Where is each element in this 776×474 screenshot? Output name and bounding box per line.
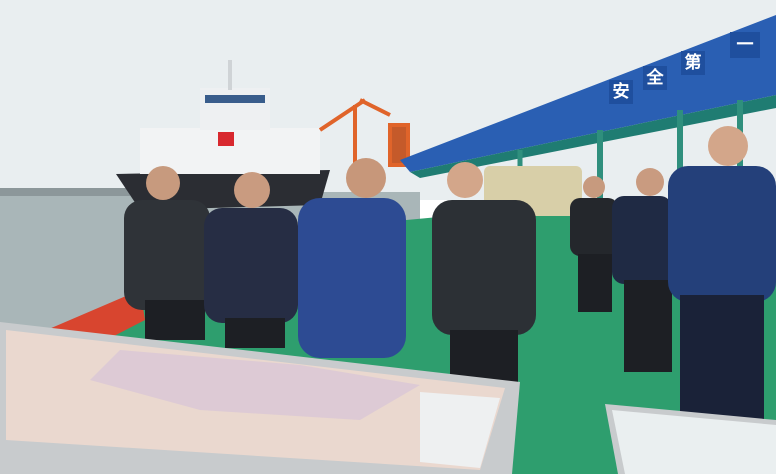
person: [298, 158, 406, 358]
person: [124, 166, 210, 340]
sign-group: 安 全 第 一: [609, 32, 760, 104]
person: [570, 176, 618, 312]
sign-plate: [681, 51, 705, 75]
sign-character: 第: [685, 52, 702, 73]
sign-plate: [643, 66, 667, 90]
sign-character: 一: [737, 35, 754, 55]
sign-character: 全: [646, 67, 665, 88]
sign-plate: [609, 80, 633, 104]
map-board: [612, 410, 776, 474]
person: [204, 172, 298, 348]
map-board: [0, 322, 520, 474]
far-shore: [0, 188, 130, 196]
sign-character: 安: [613, 81, 630, 102]
crane: [318, 98, 410, 170]
sign-plate: [730, 32, 760, 58]
people: [124, 126, 776, 425]
person: [612, 168, 672, 372]
person: [668, 126, 776, 425]
